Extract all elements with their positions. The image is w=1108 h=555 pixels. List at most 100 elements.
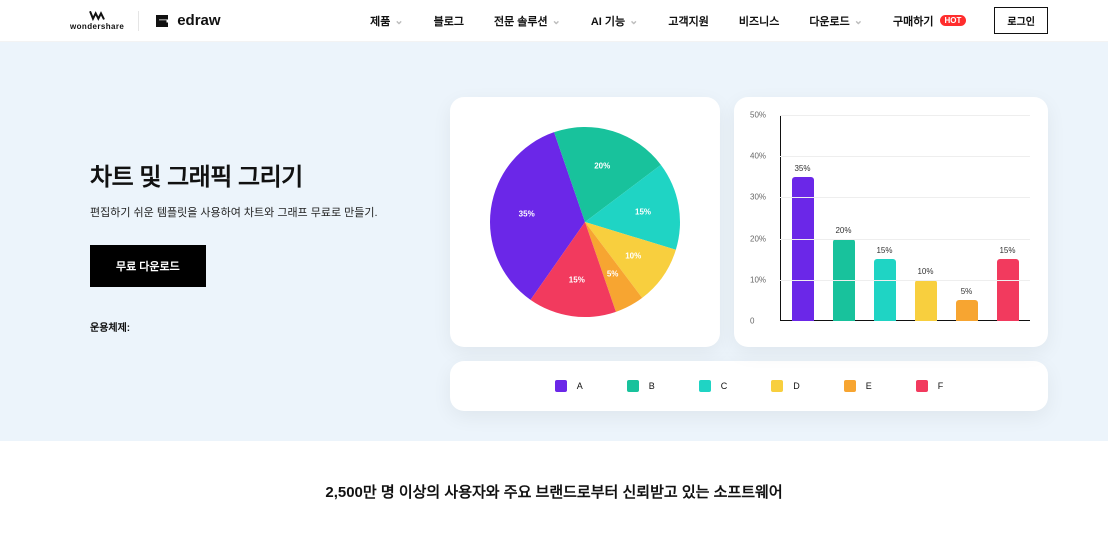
bars-container: 35% 20% 15% 10% 5% 15% (780, 115, 1030, 321)
bar-ytick: 10% (750, 275, 766, 284)
pie-slice-label: 10% (625, 251, 641, 260)
legend-item-0: A (555, 380, 583, 392)
bar-card: 35% 20% 15% 10% 5% 15% 0 10% 20% 30% 40% 50% (734, 97, 1048, 347)
nav-item-2[interactable]: 전문 솔루션 ⌄ (494, 13, 561, 29)
bar-0: 35% (791, 115, 815, 321)
nav-item-1[interactable]: 블로그 (434, 13, 464, 29)
legend-swatch (555, 380, 567, 392)
wondershare-icon (89, 10, 105, 22)
trusted-title: 2,500만 명 이상의 사용자와 주요 브랜드로부터 신뢰받고 있는 소프트웨… (0, 481, 1108, 502)
legend-label: F (938, 381, 944, 391)
legend-swatch (771, 380, 783, 392)
charts-row: 35% 20% 15% 10% 5% 15% 35% 20% 15% 10% 5% 15% 0 10%… (450, 97, 1048, 347)
bar-rect (792, 177, 814, 321)
legend-swatch (627, 380, 639, 392)
nav-item-0[interactable]: 제품 ⌄ (370, 13, 403, 29)
login-button[interactable]: 로그인 (994, 7, 1048, 34)
pie-slice-label: 15% (635, 207, 651, 216)
nav-item-label: 전문 솔루션 (494, 13, 548, 29)
hero-text: 차트 및 그래픽 그리기 편집하기 쉬운 템플릿을 사용하여 차트와 그래프 무… (90, 97, 430, 411)
bar-1: 20% (832, 115, 856, 321)
bar-rect (956, 300, 978, 321)
bar-gridline (780, 156, 1030, 157)
legend-item-1: B (627, 380, 655, 392)
pie-slice-label: 5% (607, 270, 619, 279)
hero-title: 차트 및 그래픽 그리기 (90, 157, 430, 192)
bar-gridline (780, 280, 1030, 281)
bar-4: 5% (955, 115, 979, 321)
legend-item-2: C (699, 380, 728, 392)
pie-slice-label: 35% (519, 209, 535, 218)
hero-charts: 35% 20% 15% 10% 5% 15% 35% 20% 15% 10% 5% 15% 0 10%… (450, 97, 1048, 411)
os-label: 운용체제: (90, 319, 430, 334)
nav-item-4[interactable]: 고객지원 (668, 13, 708, 29)
nav-item-label: 블로그 (434, 13, 464, 29)
bar-value-label: 20% (835, 226, 851, 235)
bar-value-label: 5% (961, 287, 973, 296)
nav-item-6[interactable]: 다운로드 ⌄ (809, 13, 863, 29)
legend-card: A B C D E F (450, 361, 1048, 411)
nav-item-label: 다운로드 (809, 13, 849, 29)
download-button[interactable]: 무료 다운로드 (90, 245, 206, 287)
bar-rect (915, 280, 937, 321)
pie-svg (485, 122, 685, 322)
nav-item-label: 고객지원 (668, 13, 708, 29)
bar-5: 15% (996, 115, 1020, 321)
legend-label: A (577, 381, 583, 391)
edraw-label: edraw (177, 12, 220, 29)
pie-chart: 35%20%15%10%5%15% (485, 122, 685, 322)
bar-2: 15% (873, 115, 897, 321)
legend-swatch (844, 380, 856, 392)
chevron-down-icon: ⌄ (552, 14, 561, 27)
nav-item-label: 제품 (370, 13, 390, 29)
bar-rect (997, 259, 1019, 321)
bar-ytick: 0 (750, 317, 754, 326)
bar-gridline (780, 115, 1030, 116)
hero-section: 차트 및 그래픽 그리기 편집하기 쉬운 템플릿을 사용하여 차트와 그래프 무… (0, 42, 1108, 441)
trusted-section: 2,500만 명 이상의 사용자와 주요 브랜드로부터 신뢰받고 있는 소프트웨… (0, 441, 1108, 532)
pie-card: 35%20%15%10%5%15% (450, 97, 720, 347)
bar-gridline (780, 239, 1030, 240)
legend-item-5: F (916, 380, 944, 392)
nav-item-3[interactable]: AI 기능 ⌄ (591, 13, 639, 29)
bar-ytick: 50% (750, 111, 766, 120)
nav-item-label: 구매하기 (893, 13, 933, 29)
chevron-down-icon: ⌄ (629, 14, 638, 27)
edraw-logo[interactable]: edraw (153, 12, 220, 30)
nav-item-label: AI 기능 (591, 13, 625, 29)
main-nav: 제품 ⌄ 블로그 전문 솔루션 ⌄ AI 기능 ⌄ 고객지원 비즈니스 다운로드 ⌄ 구매하기 HOT (370, 13, 966, 29)
legend-label: B (649, 381, 655, 391)
wondershare-label: wondershare (70, 22, 124, 31)
legend-label: E (866, 381, 872, 391)
bar-3: 10% (914, 115, 938, 321)
bar-ytick: 40% (750, 152, 766, 161)
legend-item-4: E (844, 380, 872, 392)
bar-ytick: 20% (750, 234, 766, 243)
legend-item-3: D (771, 380, 800, 392)
chevron-down-icon: ⌄ (854, 14, 863, 27)
edraw-icon (153, 12, 171, 30)
bar-chart: 35%20%15%10%5%15% 010%20%30%40%50% (780, 115, 1030, 321)
legend-label: D (793, 381, 800, 391)
chevron-down-icon: ⌄ (394, 14, 403, 27)
bar-value-label: 10% (917, 267, 933, 276)
nav-item-5[interactable]: 비즈니스 (739, 13, 779, 29)
logo-divider (138, 11, 139, 31)
nav-item-7[interactable]: 구매하기 HOT (893, 13, 966, 29)
nav-item-label: 비즈니스 (739, 13, 779, 29)
legend-swatch (699, 380, 711, 392)
pie-slice-label: 15% (569, 276, 585, 285)
top-nav: wondershare edraw 제품 ⌄ 블로그 전문 솔루션 ⌄ AI 기능 ⌄ 고객지… (0, 0, 1108, 42)
logo-block: wondershare edraw (70, 10, 221, 31)
bar-value-label: 15% (876, 246, 892, 255)
bar-value-label: 15% (999, 246, 1015, 255)
legend-swatch (916, 380, 928, 392)
wondershare-logo[interactable]: wondershare (70, 10, 124, 31)
bar-rect (874, 259, 896, 321)
legend-label: C (721, 381, 728, 391)
bar-value-label: 35% (794, 164, 810, 173)
hero-subtitle: 편집하기 쉬운 템플릿을 사용하여 차트와 그래프 무료로 만들기. (90, 204, 430, 223)
hot-badge: HOT (940, 15, 967, 26)
bar-gridline (780, 197, 1030, 198)
bar-ytick: 30% (750, 193, 766, 202)
